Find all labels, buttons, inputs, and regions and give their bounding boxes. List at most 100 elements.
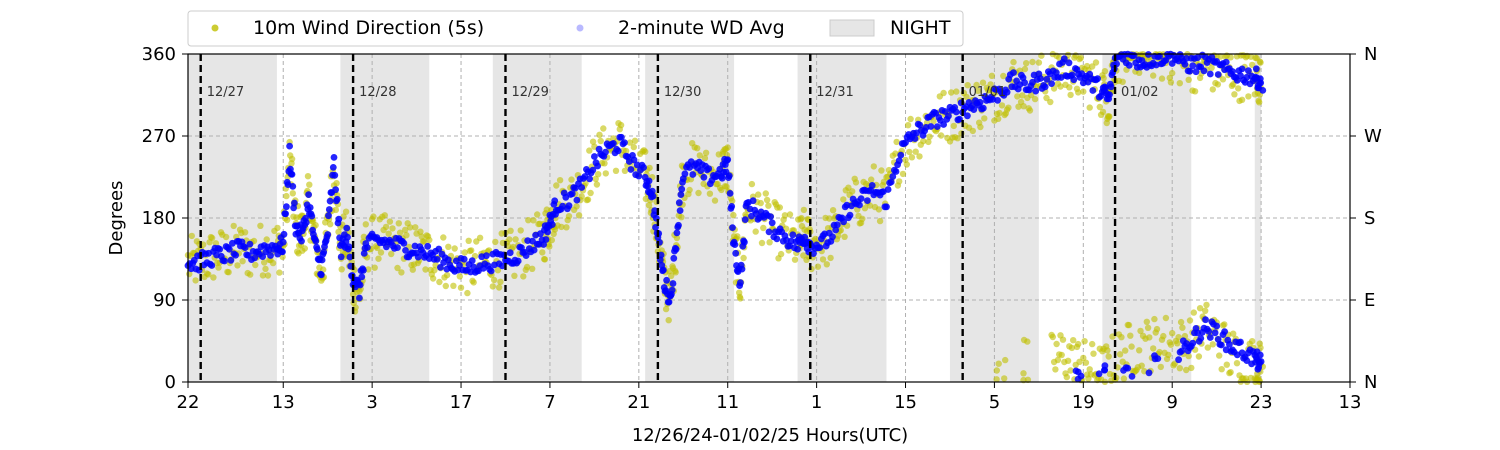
data-point: [998, 102, 1006, 109]
data-point: [892, 168, 900, 175]
data-point: [330, 154, 338, 161]
data-point: [1156, 348, 1163, 356]
data-point: [269, 259, 277, 267]
data-point: [429, 275, 437, 282]
data-point: [1208, 64, 1215, 72]
data-point: [451, 245, 458, 252]
data-point: [689, 171, 697, 178]
data-point: [414, 253, 422, 261]
data-point: [1037, 75, 1044, 82]
legend-label: NIGHT: [890, 17, 951, 39]
data-point: [826, 215, 833, 222]
data-point: [1021, 79, 1028, 87]
data-point: [304, 173, 312, 180]
data-point: [660, 266, 667, 274]
data-point: [329, 164, 337, 171]
data-point: [332, 206, 340, 214]
x-tick-label: 19: [1072, 392, 1095, 413]
data-point: [1119, 78, 1126, 86]
data-point: [596, 131, 603, 138]
data-point: [870, 163, 877, 170]
data-point: [1052, 366, 1059, 373]
data-point: [483, 252, 490, 260]
data-point: [520, 273, 527, 280]
data-point: [1226, 341, 1233, 348]
data-point: [216, 245, 224, 253]
data-point: [1015, 103, 1022, 110]
y-right-tick-label: N: [1364, 44, 1377, 65]
data-point: [1238, 65, 1246, 73]
legend: 10m Wind Direction (5s) 2-minute WD Avg NI…: [187, 10, 964, 47]
data-point: [897, 151, 905, 159]
data-point: [681, 170, 689, 178]
data-point: [1107, 83, 1115, 91]
data-point: [320, 248, 328, 256]
x-tick-label: 1: [811, 392, 822, 413]
data-point: [927, 123, 935, 130]
data-point: [1124, 364, 1132, 372]
data-point: [1183, 54, 1190, 62]
data-point: [1229, 68, 1236, 75]
data-point: [866, 202, 874, 209]
data-point: [1058, 351, 1065, 359]
data-point: [1222, 58, 1230, 66]
legend-marker: [576, 24, 584, 32]
data-point: [988, 72, 996, 80]
data-point: [394, 264, 401, 272]
data-point: [1143, 318, 1151, 325]
data-point: [945, 112, 952, 120]
data-point: [312, 222, 319, 229]
x-tick-label: 9: [1166, 392, 1177, 413]
data-point: [849, 188, 856, 195]
data-point: [525, 217, 532, 224]
data-point: [1189, 339, 1197, 347]
data-point: [994, 97, 1001, 104]
data-point: [1137, 327, 1144, 335]
data-point: [755, 191, 762, 198]
data-point: [832, 226, 840, 234]
data-point: [402, 247, 409, 254]
day-boundary-label: 12/28: [359, 85, 396, 100]
data-point: [1243, 357, 1251, 364]
data-point: [731, 241, 739, 249]
data-point: [1218, 366, 1225, 373]
data-point: [215, 264, 222, 271]
data-point: [595, 171, 602, 178]
legend-label: 10m Wind Direction (5s): [253, 17, 484, 39]
data-point: [346, 253, 354, 261]
data-point: [1181, 61, 1189, 68]
data-point: [1213, 322, 1221, 330]
data-point: [227, 256, 235, 264]
data-point: [1254, 356, 1261, 364]
data-point: [749, 197, 757, 205]
data-point: [662, 305, 670, 313]
data-point: [1021, 65, 1029, 73]
data-point: [1176, 80, 1184, 87]
data-point: [407, 224, 414, 231]
data-point: [422, 266, 429, 273]
data-point: [766, 239, 773, 246]
data-point: [409, 266, 416, 273]
data-point: [801, 233, 809, 241]
data-point: [382, 223, 390, 231]
y-tick-label: 0: [165, 372, 176, 393]
data-point: [345, 243, 353, 251]
data-point: [827, 254, 834, 262]
data-point: [940, 121, 947, 128]
data-point: [288, 155, 296, 163]
data-point: [208, 262, 216, 269]
data-point: [765, 202, 772, 209]
data-point: [630, 156, 638, 164]
data-point: [426, 236, 433, 244]
data-point: [814, 263, 822, 270]
data-point: [437, 264, 444, 271]
data-point: [436, 278, 443, 286]
data-point: [208, 234, 216, 242]
data-point: [381, 212, 388, 219]
data-point: [986, 87, 993, 94]
data-point: [786, 211, 794, 218]
data-point: [1101, 366, 1108, 374]
data-point: [421, 238, 428, 245]
data-point: [1105, 353, 1112, 360]
data-point: [247, 271, 254, 278]
